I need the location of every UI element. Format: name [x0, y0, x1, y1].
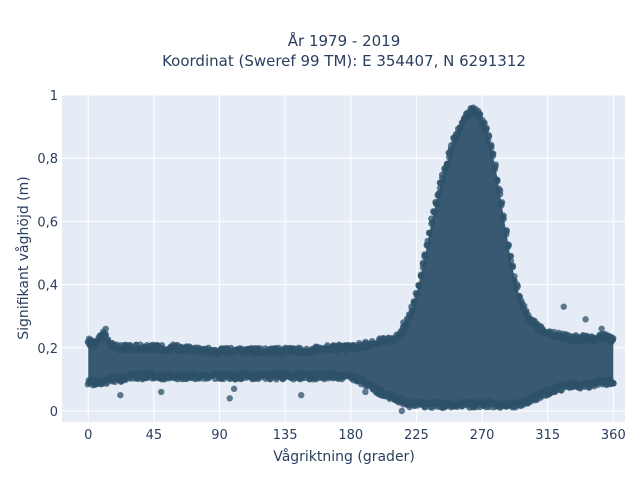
data-point [500, 215, 507, 223]
data-point [426, 229, 433, 237]
outlier-point [102, 325, 109, 332]
x-tick-label: 180 [338, 428, 363, 443]
y-tick-label: 1 [50, 89, 58, 104]
outlier-point [362, 388, 369, 396]
outlier-point [560, 303, 567, 310]
point-cloud-core [88, 110, 614, 405]
data-point [513, 281, 521, 288]
y-tick-label: 0,2 [37, 342, 58, 357]
x-tick-label: 135 [273, 428, 298, 443]
data-point [430, 208, 437, 215]
data-point [481, 119, 488, 126]
data-point [436, 184, 444, 192]
data-point [487, 143, 495, 150]
outlier-point [298, 391, 305, 399]
x-tick-label: 270 [470, 428, 495, 443]
outlier-point [157, 388, 165, 396]
data-point [452, 135, 459, 143]
data-point [484, 136, 492, 144]
x-tick-label: 315 [535, 428, 560, 443]
data-point [415, 281, 422, 289]
y-tick-label: 0,8 [37, 152, 58, 167]
data-point [411, 298, 418, 306]
data-point [102, 330, 109, 338]
data-point [413, 290, 420, 298]
data-point [476, 110, 483, 118]
data-point [516, 292, 523, 300]
outlier-point [598, 325, 605, 332]
y-tick-label: 0,4 [37, 279, 58, 294]
data-point [507, 253, 514, 260]
data-point [493, 176, 501, 183]
outlier-point [400, 319, 407, 326]
data-point [496, 190, 504, 198]
data-point [423, 242, 431, 249]
y-tick-label: 0,6 [37, 215, 58, 230]
data-point [609, 336, 617, 344]
x-tick-label: 90 [211, 428, 228, 443]
outlier-point [582, 316, 589, 323]
outlier-point [117, 391, 124, 399]
x-tick-label: 360 [601, 428, 626, 443]
data-point [429, 219, 436, 226]
data-point [503, 227, 510, 234]
outlier-point [230, 385, 238, 393]
data-point [498, 200, 505, 207]
x-tick-label: 0 [84, 428, 92, 443]
x-axis-title: Vågriktning (grader) [273, 448, 415, 465]
data-point [419, 260, 427, 268]
data-point [492, 161, 499, 168]
data-point [445, 154, 453, 161]
chart-title-line-1: År 1979 - 2019 [288, 31, 401, 50]
data-point [435, 191, 442, 198]
data-point [417, 272, 425, 279]
data-point [609, 380, 617, 387]
x-tick-label: 45 [146, 428, 163, 443]
outlier-point [398, 407, 406, 415]
x-tick-label: 225 [404, 428, 429, 443]
data-point [518, 297, 525, 305]
data-point [509, 262, 516, 269]
data-point [505, 241, 512, 248]
outlier-point [226, 395, 233, 402]
data-point [485, 132, 493, 139]
data-point [421, 251, 428, 258]
y-axis-title: Signifikant våghöjd (m) [15, 176, 32, 339]
chart-title-line-2: Koordinat (Sweref 99 TM): E 354407, N 62… [162, 52, 526, 70]
y-tick-label: 0 [50, 405, 58, 420]
data-point [495, 185, 503, 192]
data-point [432, 200, 439, 207]
data-point [443, 160, 451, 167]
data-point [489, 150, 496, 157]
data-point [482, 127, 490, 134]
